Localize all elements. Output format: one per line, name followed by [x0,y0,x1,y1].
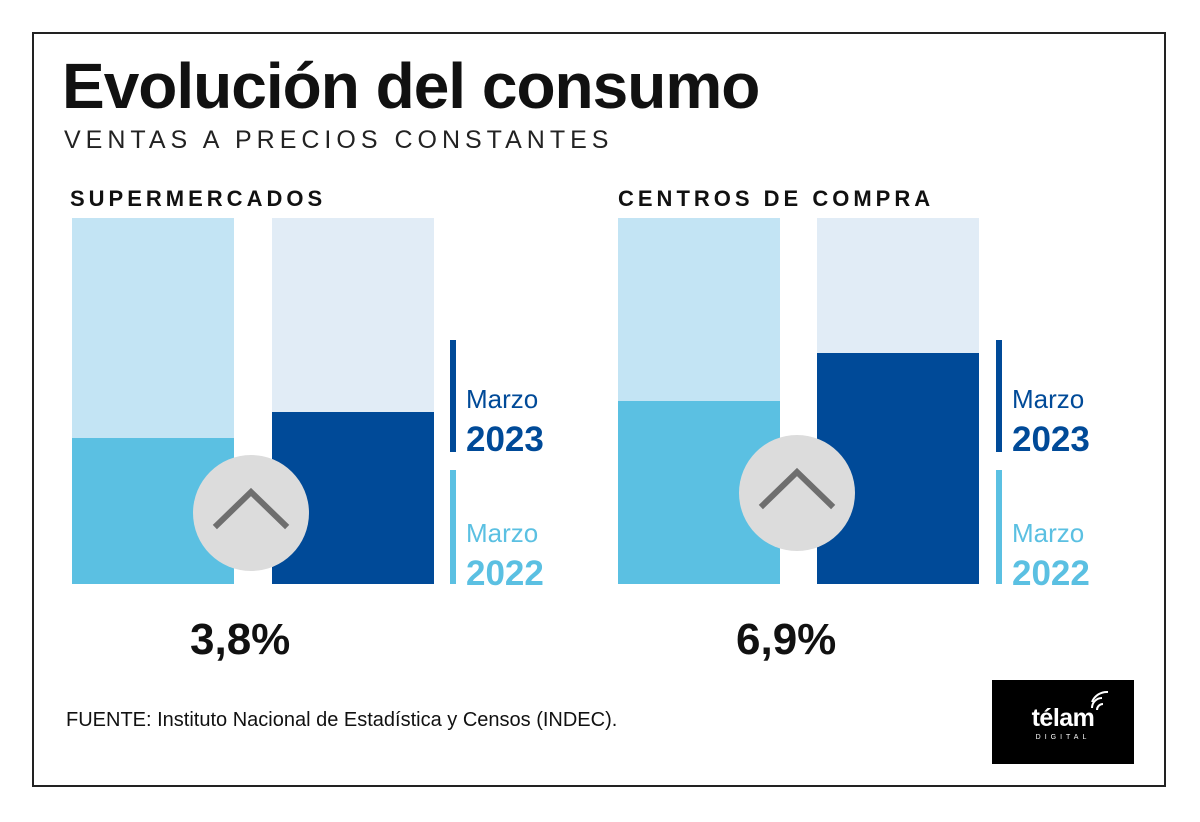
change-indicator [193,455,309,571]
legend-swatch-2022 [450,470,456,584]
change-value-supermercados: 3,8% [190,615,291,664]
legend-year-2022: 2022 [1012,554,1090,593]
telam-logo: télam DIGITAL [992,680,1134,764]
legend-year-2022: 2022 [466,554,544,593]
legend-month-2023: Marzo [1012,384,1085,414]
legend-year-2023: 2023 [1012,420,1090,459]
panel-title-centros-de-compra: CENTROS DE COMPRA [618,186,935,211]
chevron-up-icon [758,467,836,510]
legend-month-2022: Marzo [1012,518,1085,548]
change-value-centros-de-compra: 6,9% [736,615,837,664]
change-indicator [739,435,855,551]
panel-title-supermercados: SUPERMERCADOS [70,186,327,211]
page-title: Evolución del consumo [62,50,760,122]
legend-swatch-2023 [450,340,456,452]
legend-swatch-2023 [996,340,1002,452]
chevron-up-icon [212,487,290,530]
legend-month-2023: Marzo [466,384,539,414]
page-subtitle: VENTAS A PRECIOS CONSTANTES [64,126,614,154]
logo-subtext: DIGITAL [1035,734,1091,741]
frame-border [32,32,1166,787]
legend-month-2022: Marzo [466,518,539,548]
legend-year-2023: 2023 [466,420,544,459]
logo-wordmark: télam [1031,704,1095,732]
source-note: FUENTE: Instituto Nacional de Estadístic… [66,709,618,731]
legend-swatch-2022 [996,470,1002,584]
signal-icon [1091,690,1109,711]
